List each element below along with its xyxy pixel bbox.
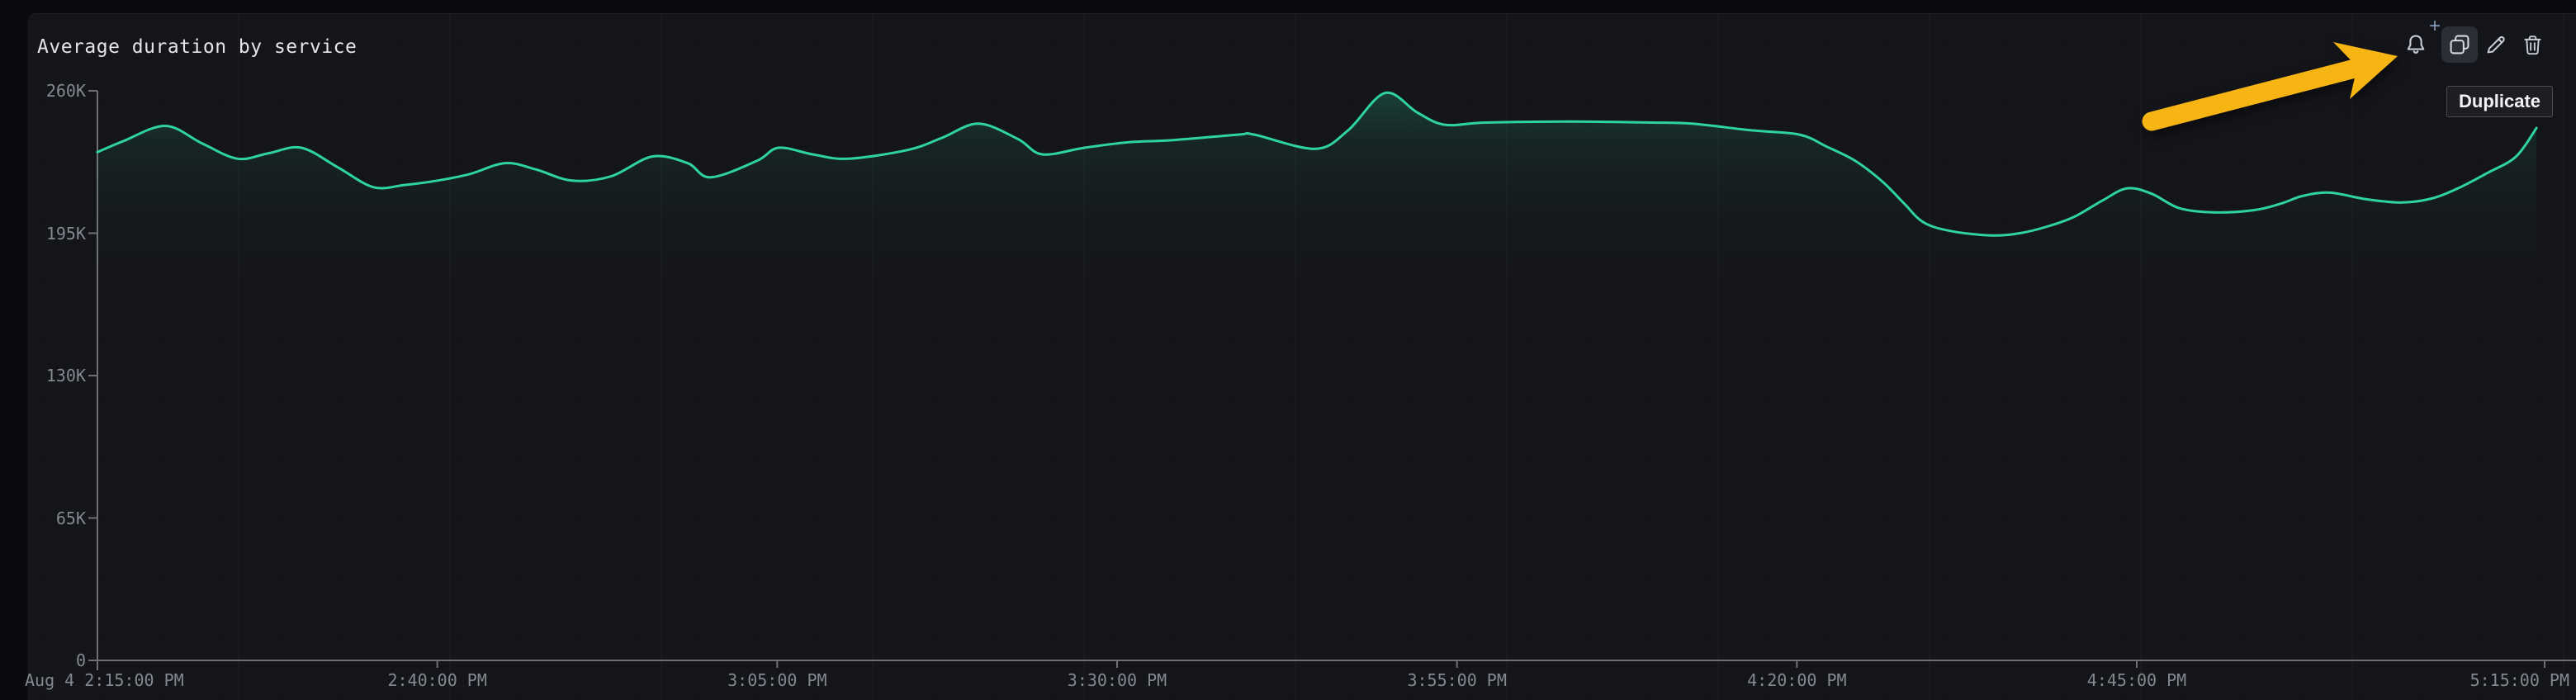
duplicate-button[interactable] — [2441, 26, 2478, 63]
y-tick-label: 130K — [45, 366, 86, 385]
widget-title: Average duration by service — [37, 36, 358, 58]
y-tick-label: 260K — [45, 81, 86, 101]
series-line — [96, 91, 2538, 237]
bell-icon — [2403, 32, 2428, 57]
x-tick-label: 5:15:00 PM — [2469, 670, 2569, 690]
duplicate-icon — [2448, 33, 2471, 56]
y-tick-label: 0 — [75, 650, 86, 670]
x-tick-label: 2:40:00 PM — [387, 670, 487, 690]
delete-button[interactable] — [2514, 26, 2550, 63]
create-monitor-button[interactable] — [2398, 26, 2434, 63]
y-tick-label: 195K — [45, 223, 86, 244]
x-tick-label: Aug 4 2:15:00 PM — [25, 670, 184, 690]
x-tick-label: 3:05:00 PM — [727, 670, 827, 690]
tooltip-label: Duplicate — [2459, 91, 2541, 111]
x-tick-label: 3:55:00 PM — [1407, 670, 1507, 690]
duplicate-tooltip: Duplicate — [2446, 86, 2554, 117]
edit-button[interactable] — [2478, 26, 2514, 63]
x-tick-label: 3:30:00 PM — [1067, 670, 1167, 690]
y-tick-label: 65K — [55, 508, 86, 528]
trash-icon — [2522, 34, 2544, 56]
x-tick-label: 4:45:00 PM — [2086, 670, 2187, 690]
series-area — [97, 92, 2537, 661]
pencil-icon — [2484, 33, 2507, 56]
x-tick-label: 4:20:00 PM — [1747, 670, 1847, 690]
